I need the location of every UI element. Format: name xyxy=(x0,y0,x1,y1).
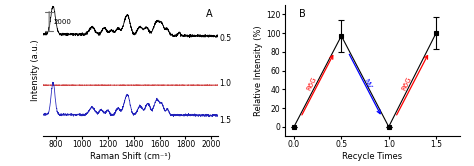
Text: R6G: R6G xyxy=(306,76,318,92)
Text: NV: NV xyxy=(362,78,372,89)
Text: 2000: 2000 xyxy=(54,19,72,25)
Text: B: B xyxy=(299,9,305,19)
Text: R6G: R6G xyxy=(401,76,413,92)
Text: 1.0: 1.0 xyxy=(219,79,231,88)
Text: A: A xyxy=(206,9,212,19)
X-axis label: Recycle Times: Recycle Times xyxy=(342,152,402,161)
Y-axis label: Relative Intensity (%): Relative Intensity (%) xyxy=(254,25,263,116)
Y-axis label: Intensity (a.u.): Intensity (a.u.) xyxy=(31,40,40,101)
X-axis label: Raman Shift (cm⁻¹): Raman Shift (cm⁻¹) xyxy=(90,152,171,161)
Text: 1.5: 1.5 xyxy=(219,116,231,125)
Text: 0.5: 0.5 xyxy=(219,34,231,43)
